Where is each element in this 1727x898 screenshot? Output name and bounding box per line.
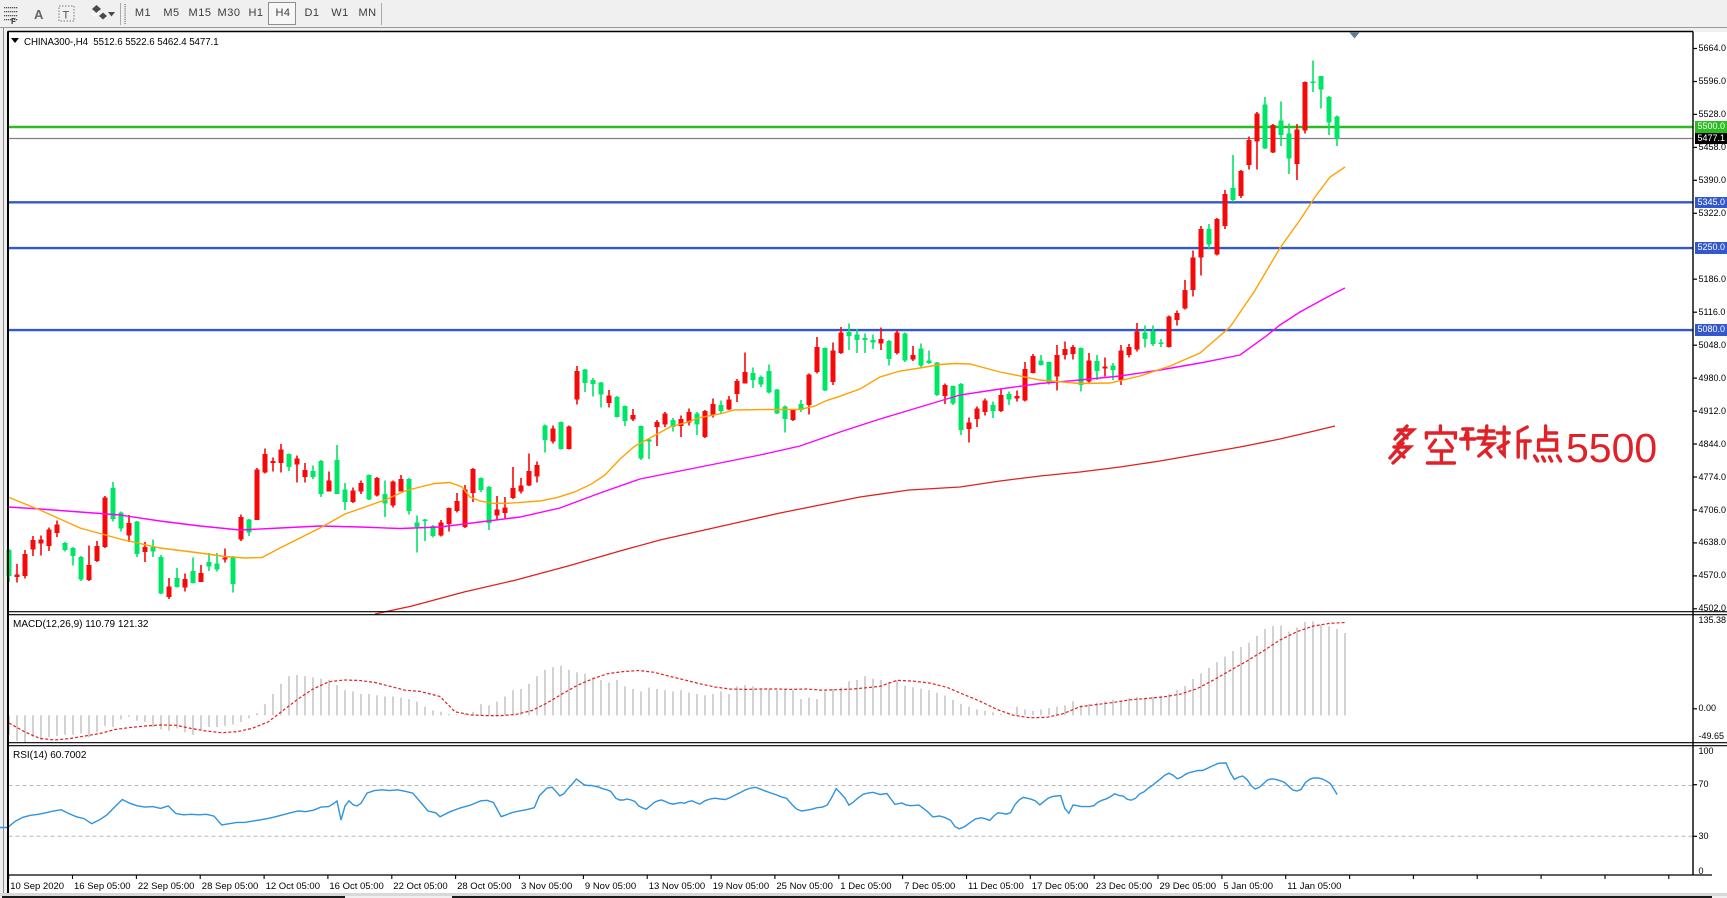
svg-text:5500: 5500 xyxy=(1566,425,1657,471)
svg-text:T: T xyxy=(63,10,70,22)
svg-text:A: A xyxy=(34,7,44,22)
svg-text:F: F xyxy=(11,17,16,26)
